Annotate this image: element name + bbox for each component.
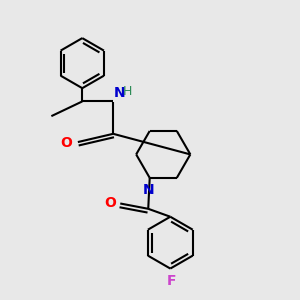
Text: N: N	[142, 183, 154, 197]
Text: H: H	[123, 85, 132, 98]
Text: O: O	[104, 196, 116, 210]
Text: F: F	[167, 274, 176, 288]
Text: O: O	[61, 136, 73, 150]
Text: N: N	[114, 86, 126, 100]
